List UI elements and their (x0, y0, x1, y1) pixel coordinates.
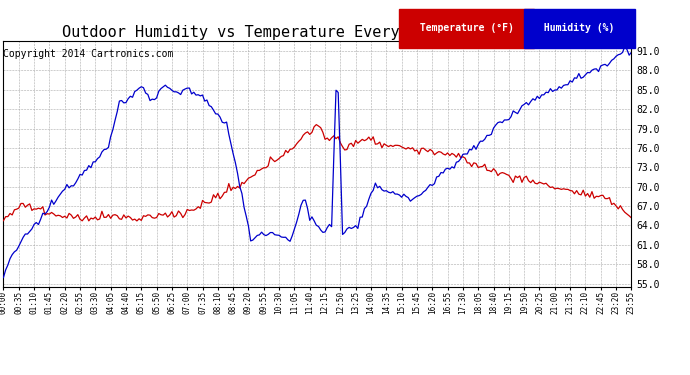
Text: Humidity (%): Humidity (%) (538, 23, 620, 33)
Text: Temperature (°F): Temperature (°F) (414, 23, 520, 33)
Text: Copyright 2014 Cartronics.com: Copyright 2014 Cartronics.com (3, 49, 174, 59)
Title: Outdoor Humidity vs Temperature Every 5 Minutes 20140920: Outdoor Humidity vs Temperature Every 5 … (62, 25, 573, 40)
